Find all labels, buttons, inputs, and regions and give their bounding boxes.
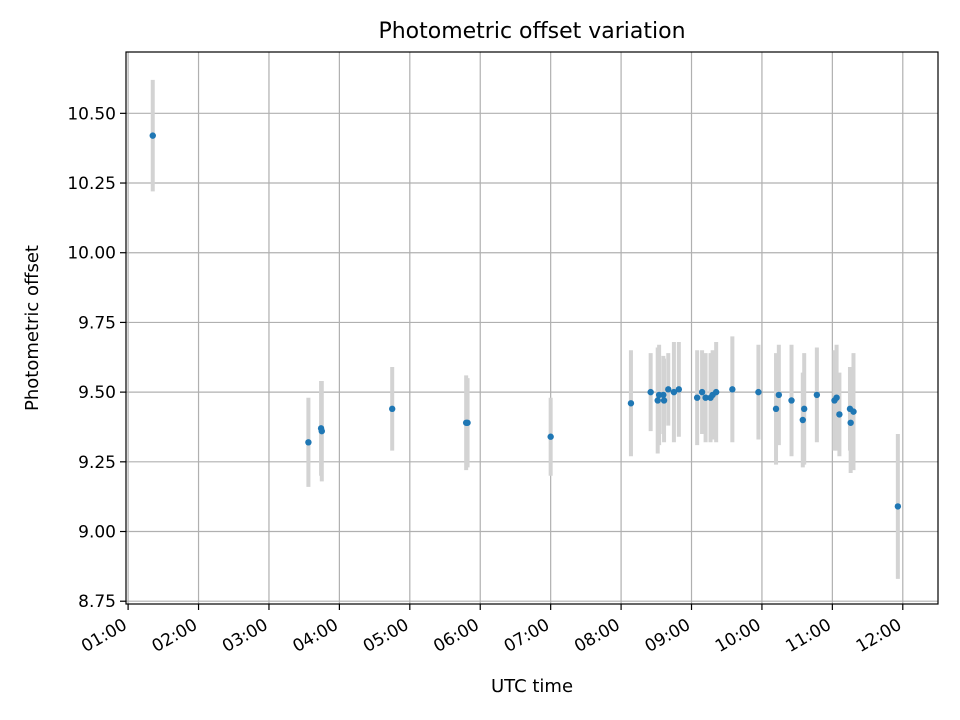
data-point — [788, 397, 795, 404]
data-point — [894, 503, 902, 510]
data-point — [833, 394, 840, 401]
data-point — [149, 132, 156, 139]
y-tick-label: 8.75 — [78, 592, 116, 612]
data-point — [702, 394, 709, 401]
data-point — [318, 427, 325, 435]
data-point — [755, 388, 762, 396]
data-point — [665, 386, 672, 393]
plot-area — [126, 52, 938, 604]
plot-frame — [125, 51, 939, 605]
data-point — [464, 419, 471, 426]
data-point — [698, 388, 706, 396]
data-point — [693, 394, 701, 401]
data-point — [547, 433, 554, 440]
data-point — [799, 416, 806, 424]
data-point — [654, 397, 661, 404]
y-tick-label: 10.50 — [67, 104, 116, 124]
chart-title: Photometric offset variation — [378, 19, 685, 44]
data-point — [305, 439, 312, 446]
y-axis-label: Photometric offset — [22, 245, 43, 411]
data-point — [670, 388, 678, 396]
data-point — [729, 386, 736, 393]
y-tick-label: 9.75 — [78, 313, 116, 333]
data-point — [389, 405, 396, 413]
point-layer — [149, 132, 902, 510]
y-tick-label: 9.50 — [78, 383, 116, 403]
data-point — [712, 388, 720, 396]
grid-layer — [126, 52, 938, 604]
data-point — [813, 391, 821, 399]
data-point — [660, 397, 668, 404]
data-point — [800, 405, 808, 413]
y-tick-label: 9.00 — [78, 523, 116, 543]
data-point — [850, 408, 857, 415]
y-tick-label: 10.25 — [67, 174, 116, 194]
data-point — [675, 386, 683, 393]
data-point — [847, 419, 854, 426]
data-point — [660, 391, 667, 399]
y-tick-label: 9.25 — [78, 453, 116, 473]
data-point — [647, 388, 654, 396]
y-tick-label: 10.00 — [67, 244, 116, 264]
data-point — [775, 391, 783, 399]
data-point — [627, 400, 635, 407]
data-point — [836, 411, 843, 418]
data-point — [772, 405, 780, 413]
x-axis-label: UTC time — [491, 676, 573, 697]
